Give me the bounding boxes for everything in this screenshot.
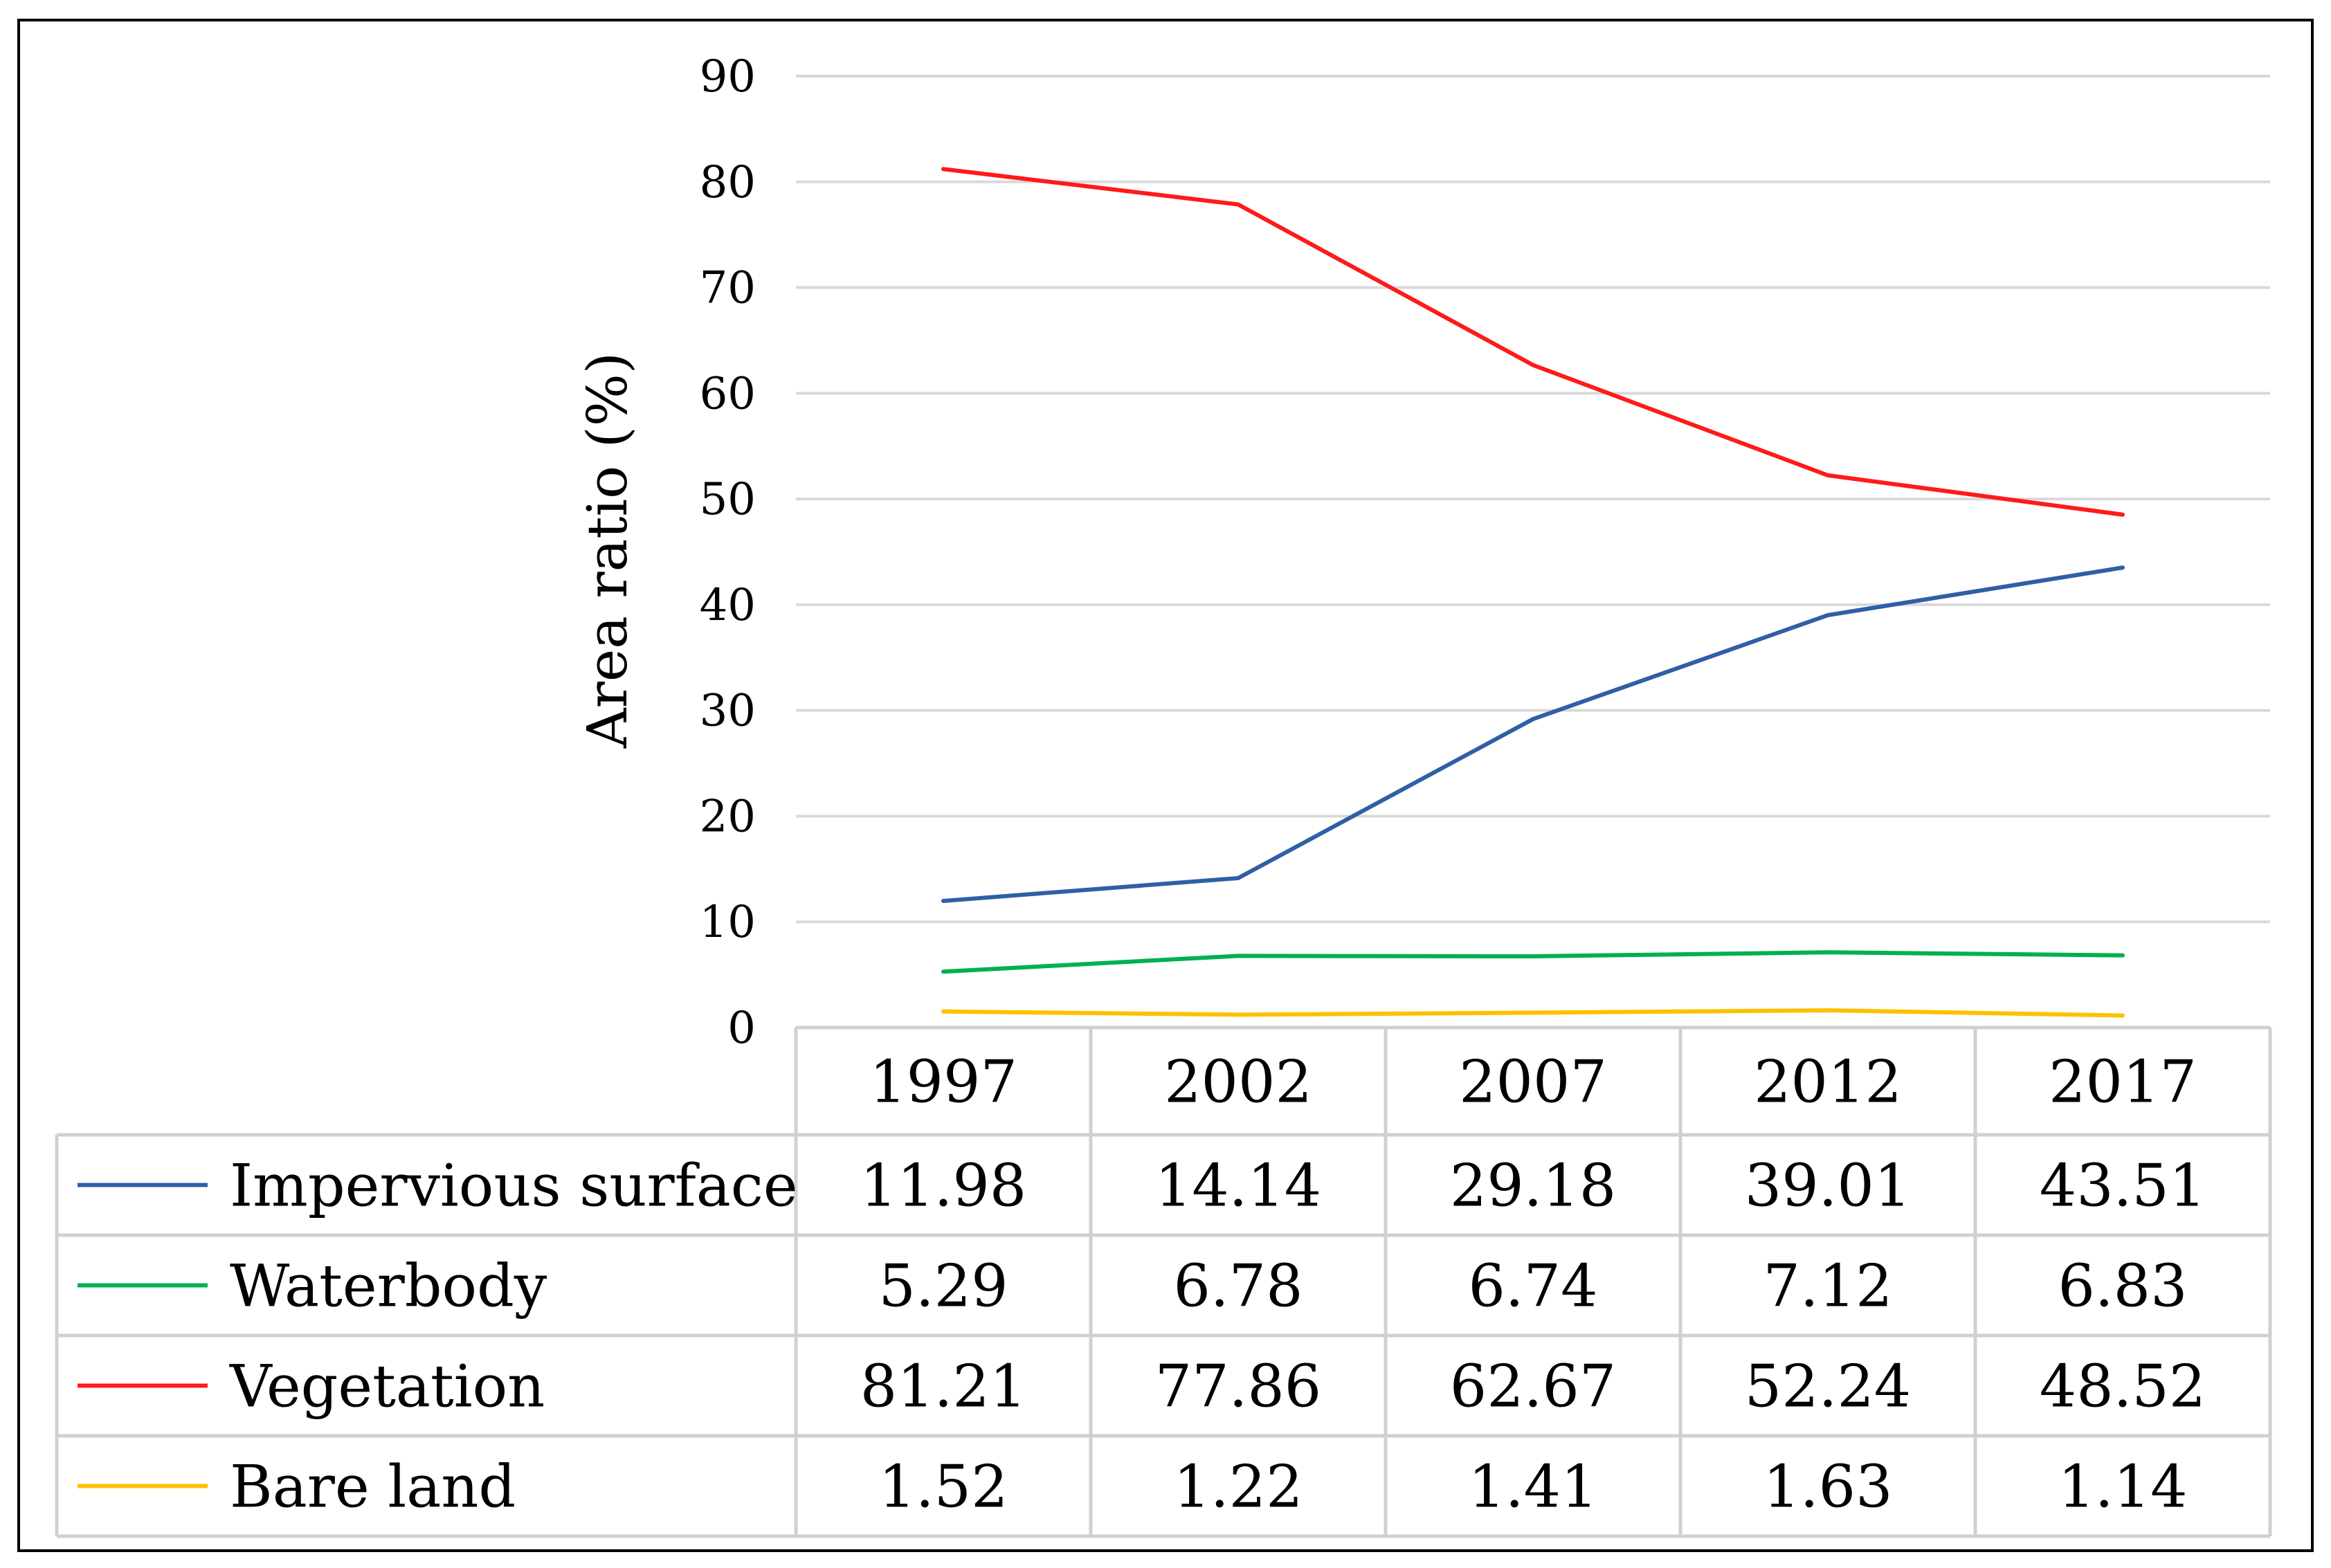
x-category-label-2017: 2017 [2049, 1048, 2197, 1116]
series-line-vegetation [941, 167, 2125, 517]
data-label: 43.51 [2040, 1152, 2206, 1220]
data-label: 6.83 [2058, 1252, 2187, 1320]
data-label: 1.22 [1173, 1453, 1303, 1521]
data-label: 77.86 [1155, 1353, 1321, 1421]
y-tick-label-0: 0 [727, 1003, 756, 1054]
data-table: 1997 2002 2007 2012 2017 Impervious surface 11… [55, 1025, 2272, 1538]
x-category-label-2002: 2002 [1164, 1048, 1312, 1116]
y-axis-label: Area ratio (%) [575, 352, 640, 749]
data-label: 11.98 [860, 1152, 1026, 1220]
x-category-label-1997: 1997 [869, 1048, 1017, 1116]
data-label: 1.41 [1468, 1453, 1597, 1521]
series-lines [941, 167, 2125, 1018]
data-label: 7.12 [1763, 1252, 1892, 1320]
data-label: 48.52 [2040, 1353, 2206, 1421]
y-tick-label-80: 80 [700, 157, 756, 208]
data-label: 62.67 [1450, 1353, 1616, 1421]
data-label: 81.21 [860, 1353, 1026, 1421]
y-tick-label-20: 20 [700, 791, 756, 842]
legend-label-impervious-surface: Impervious surface [230, 1152, 798, 1220]
data-label: 14.14 [1155, 1152, 1321, 1220]
data-label: 6.74 [1468, 1252, 1597, 1320]
x-category-label-2012: 2012 [1754, 1048, 1902, 1116]
legend-label-waterbody: Waterbody [230, 1252, 547, 1320]
series-line-waterbody [941, 950, 2125, 974]
x-category-label-2007: 2007 [1459, 1048, 1607, 1116]
data-label: 52.24 [1745, 1353, 1911, 1421]
y-tick-label-30: 30 [700, 686, 756, 737]
y-tick-label-50: 50 [700, 474, 756, 525]
chart-frame [17, 19, 2314, 1552]
y-tick-label-40: 40 [700, 580, 756, 631]
data-label: 1.52 [878, 1453, 1008, 1521]
data-label: 1.14 [2058, 1453, 2187, 1521]
y-axis-tick-labels: 0 10 20 30 40 50 60 70 80 90 [700, 51, 756, 1054]
legend-label-vegetation: Vegetation [229, 1353, 545, 1421]
data-label: 1.63 [1763, 1453, 1892, 1521]
data-label: 5.29 [878, 1252, 1008, 1320]
y-tick-label-70: 70 [700, 263, 756, 314]
data-label: 6.78 [1173, 1252, 1303, 1320]
data-label: 29.18 [1450, 1152, 1616, 1220]
series-line-bare-land [941, 1008, 2125, 1018]
legend-label-bare-land: Bare land [230, 1453, 516, 1521]
y-tick-label-90: 90 [700, 51, 756, 102]
y-tick-label-60: 60 [700, 368, 756, 419]
data-label: 39.01 [1745, 1152, 1911, 1220]
series-line-impervious-surface [941, 565, 2125, 903]
y-tick-label-10: 10 [700, 897, 756, 948]
